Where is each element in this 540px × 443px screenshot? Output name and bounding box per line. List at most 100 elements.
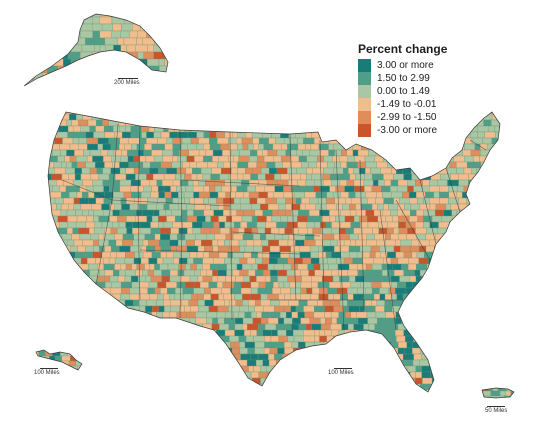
county-cell — [185, 239, 195, 247]
county-cell — [65, 365, 71, 370]
county-cell — [329, 119, 338, 127]
county-cell — [54, 137, 63, 145]
county-cell — [463, 281, 474, 289]
county-cell — [307, 227, 313, 235]
county-cell — [140, 23, 153, 32]
state-border-line — [319, 139, 325, 301]
county-cell — [173, 365, 185, 373]
county-cell — [130, 185, 138, 193]
county-cell — [384, 293, 393, 301]
county-cell — [324, 112, 335, 115]
county-cell — [51, 257, 60, 265]
county-cell — [131, 191, 142, 199]
county-cell — [147, 341, 154, 349]
county-cell — [377, 215, 387, 223]
county-cell — [180, 377, 186, 385]
county-cell — [141, 131, 147, 139]
county-cell — [347, 383, 359, 391]
county-cell — [312, 227, 322, 235]
county-cell — [87, 143, 99, 151]
county-cell — [447, 239, 459, 247]
county-cell — [221, 287, 231, 295]
county-cell — [238, 311, 245, 319]
county-cell — [169, 377, 176, 385]
county-cell — [442, 353, 449, 361]
county-cell — [320, 323, 331, 331]
county-cell — [203, 197, 209, 205]
county-cell — [118, 221, 126, 229]
county-cell — [480, 263, 489, 271]
county-cell — [36, 360, 44, 367]
county-cell — [494, 227, 500, 235]
county-cell — [395, 329, 404, 337]
county-cell — [426, 275, 438, 283]
county-cell — [57, 87, 65, 94]
county-cell — [273, 263, 284, 271]
county-cell — [61, 161, 67, 169]
county-cell — [328, 293, 334, 301]
county-cell — [53, 44, 65, 53]
county-cell — [364, 275, 373, 283]
county-cell — [241, 377, 253, 385]
county-cell — [74, 149, 84, 157]
county-cell — [383, 347, 393, 355]
county-cell — [48, 281, 58, 289]
county-cell — [406, 233, 417, 241]
county-cell — [23, 87, 31, 94]
county-cell — [433, 341, 445, 349]
county-cell — [142, 239, 149, 247]
county-cell — [174, 125, 185, 133]
county-cell — [251, 215, 258, 223]
county-cell — [187, 353, 196, 361]
county-cell — [489, 167, 498, 175]
county-cell — [306, 167, 313, 175]
county-cell — [462, 287, 472, 295]
county-cell — [425, 167, 431, 175]
county-cell — [373, 377, 382, 385]
county-cell — [311, 287, 320, 295]
county-cell — [293, 329, 304, 337]
county-cell — [410, 389, 420, 392]
county-cell — [419, 389, 426, 392]
county-cell — [42, 51, 51, 60]
alaska-scale-bar — [118, 78, 138, 79]
county-cell — [248, 191, 259, 199]
county-cell — [99, 16, 113, 25]
county-cell — [320, 317, 326, 325]
county-cell — [131, 143, 138, 151]
county-cell — [387, 359, 397, 367]
county-cell — [146, 215, 153, 223]
county-cell — [379, 287, 389, 295]
county-cell — [175, 359, 184, 367]
county-cell — [64, 87, 74, 94]
county-cell — [227, 119, 239, 127]
county-cell — [48, 305, 51, 313]
county-cell — [366, 233, 375, 241]
county-cell — [69, 350, 78, 352]
county-cell — [168, 323, 180, 331]
county-cell — [256, 161, 267, 169]
county-cell — [445, 287, 457, 295]
county-cell — [143, 72, 151, 81]
county-cell — [485, 353, 492, 361]
county-cell — [162, 335, 173, 343]
county-cell — [391, 191, 403, 199]
county-cell — [279, 245, 291, 253]
county-cell — [451, 389, 459, 392]
county-cell — [196, 161, 208, 169]
county-cell — [108, 239, 117, 247]
county-cell — [103, 155, 112, 163]
county-cell — [194, 269, 201, 277]
county-cell — [329, 281, 341, 289]
county-cell — [312, 347, 319, 355]
county-cell — [196, 347, 206, 355]
county-cell — [462, 335, 471, 343]
county-cell — [401, 263, 409, 271]
county-cell — [176, 311, 187, 319]
county-cell — [104, 359, 112, 367]
county-cell — [63, 287, 70, 295]
county-cell — [71, 161, 78, 169]
county-cell — [350, 335, 363, 343]
county-cell — [52, 185, 60, 193]
county-cell — [313, 311, 325, 319]
